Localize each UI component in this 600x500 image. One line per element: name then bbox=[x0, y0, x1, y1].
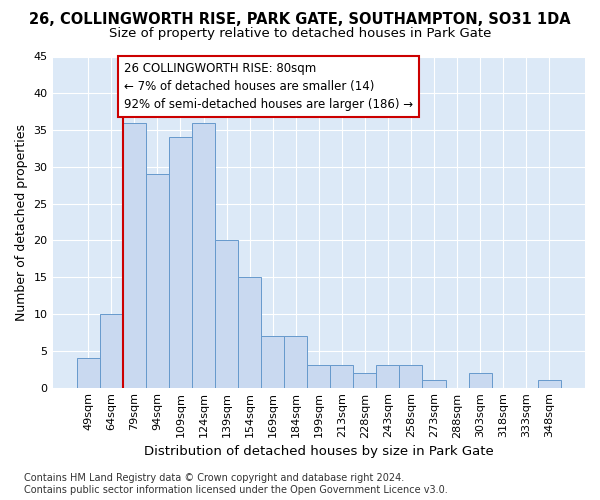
Bar bbox=[469, 373, 491, 388]
Bar bbox=[376, 366, 400, 388]
Bar bbox=[123, 122, 146, 388]
Text: Contains HM Land Registry data © Crown copyright and database right 2024.
Contai: Contains HM Land Registry data © Crown c… bbox=[24, 474, 448, 495]
Bar bbox=[100, 314, 123, 388]
Bar bbox=[261, 336, 284, 388]
Bar bbox=[238, 277, 261, 388]
Bar bbox=[307, 366, 330, 388]
Bar bbox=[215, 240, 238, 388]
Bar bbox=[422, 380, 446, 388]
Bar bbox=[77, 358, 100, 388]
Text: 26 COLLINGWORTH RISE: 80sqm
← 7% of detached houses are smaller (14)
92% of semi: 26 COLLINGWORTH RISE: 80sqm ← 7% of deta… bbox=[124, 62, 413, 112]
Bar bbox=[192, 122, 215, 388]
Bar bbox=[353, 373, 376, 388]
Bar bbox=[146, 174, 169, 388]
Text: 26, COLLINGWORTH RISE, PARK GATE, SOUTHAMPTON, SO31 1DA: 26, COLLINGWORTH RISE, PARK GATE, SOUTHA… bbox=[29, 12, 571, 28]
Bar bbox=[400, 366, 422, 388]
Bar bbox=[330, 366, 353, 388]
Bar bbox=[284, 336, 307, 388]
Bar bbox=[538, 380, 561, 388]
X-axis label: Distribution of detached houses by size in Park Gate: Distribution of detached houses by size … bbox=[144, 444, 494, 458]
Bar bbox=[169, 138, 192, 388]
Y-axis label: Number of detached properties: Number of detached properties bbox=[15, 124, 28, 320]
Text: Size of property relative to detached houses in Park Gate: Size of property relative to detached ho… bbox=[109, 28, 491, 40]
